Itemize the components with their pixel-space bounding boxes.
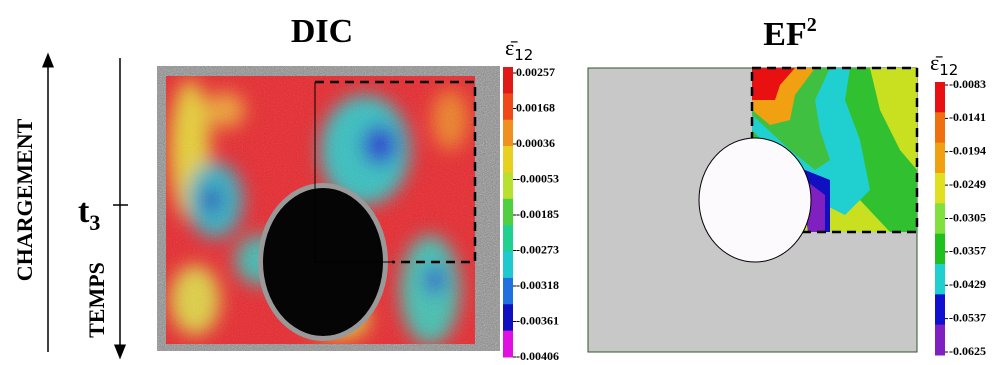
colorbar-swatch (935, 112, 945, 144)
colorbar-swatch (503, 67, 513, 94)
colorbar: -0.0083 -0.0141 -0.0194 -0.0249 -0.0305 -0.03… (935, 77, 986, 358)
colorbar-label: -0.0083 (949, 77, 986, 91)
hole (698, 137, 812, 263)
colorbar: 0.00257 0.00168 0.00036 -0.00053 -0.00185 -0.… (503, 65, 559, 363)
colorbar-swatch (503, 277, 513, 305)
load-label: CHARGEMENT (12, 118, 37, 281)
colorbar-label: -0.0141 (949, 110, 986, 124)
colorbar-label: -0.00361 (516, 313, 559, 327)
panel-title: EF2 (763, 14, 816, 53)
colorbar-title: ε̄12 (505, 35, 533, 64)
colorbar-label: -0.0249 (949, 177, 986, 191)
colorbar-swatch (935, 294, 945, 326)
colorbar-label: -0.0305 (949, 210, 986, 224)
colorbar-label: -0.0194 (949, 144, 986, 158)
colorbar-label: -0.00273 (516, 242, 559, 256)
colorbar-swatch (935, 324, 945, 356)
colorbar-label: -0.00406 (516, 349, 559, 363)
colorbar-label: -0.0625 (949, 344, 986, 358)
colorbar-label: 0.00257 (516, 65, 555, 79)
colorbar-swatch (935, 142, 945, 174)
colorbar-label: -0.0429 (949, 277, 986, 291)
colorbar-swatch (503, 304, 513, 332)
colorbar-swatch (503, 172, 513, 200)
colorbar-label: -0.00318 (516, 278, 559, 292)
colorbar-label: -0.0537 (949, 310, 986, 324)
colorbar-label: 0.00168 (516, 100, 555, 114)
colorbar-swatch (503, 198, 513, 226)
time-label: TEMPS (84, 262, 109, 338)
colorbar-swatch (935, 233, 945, 265)
colorbar-swatch (935, 82, 945, 113)
colorbar-title: ε̄12 (930, 50, 958, 79)
colorbar-swatch (935, 264, 945, 295)
colorbar-label: -0.00185 (516, 207, 559, 221)
colorbar-swatch (503, 119, 513, 147)
colorbar-swatch (503, 330, 513, 358)
colorbar-swatch (503, 225, 513, 253)
zone-axes (314, 82, 392, 263)
zone-box (315, 80, 477, 264)
colorbar-label: -0.0357 (949, 244, 986, 258)
colorbar-label: 0.00036 (516, 136, 555, 150)
time-mark: t3 (78, 193, 100, 235)
colorbar-swatch (503, 251, 513, 279)
colorbar-swatch (503, 93, 513, 121)
panel-title: DIC (291, 13, 353, 50)
colorbar-swatch (935, 203, 945, 235)
colorbar-swatch (935, 173, 945, 204)
colorbar-swatch (503, 146, 513, 173)
colorbar-label: -0.00053 (516, 171, 559, 185)
